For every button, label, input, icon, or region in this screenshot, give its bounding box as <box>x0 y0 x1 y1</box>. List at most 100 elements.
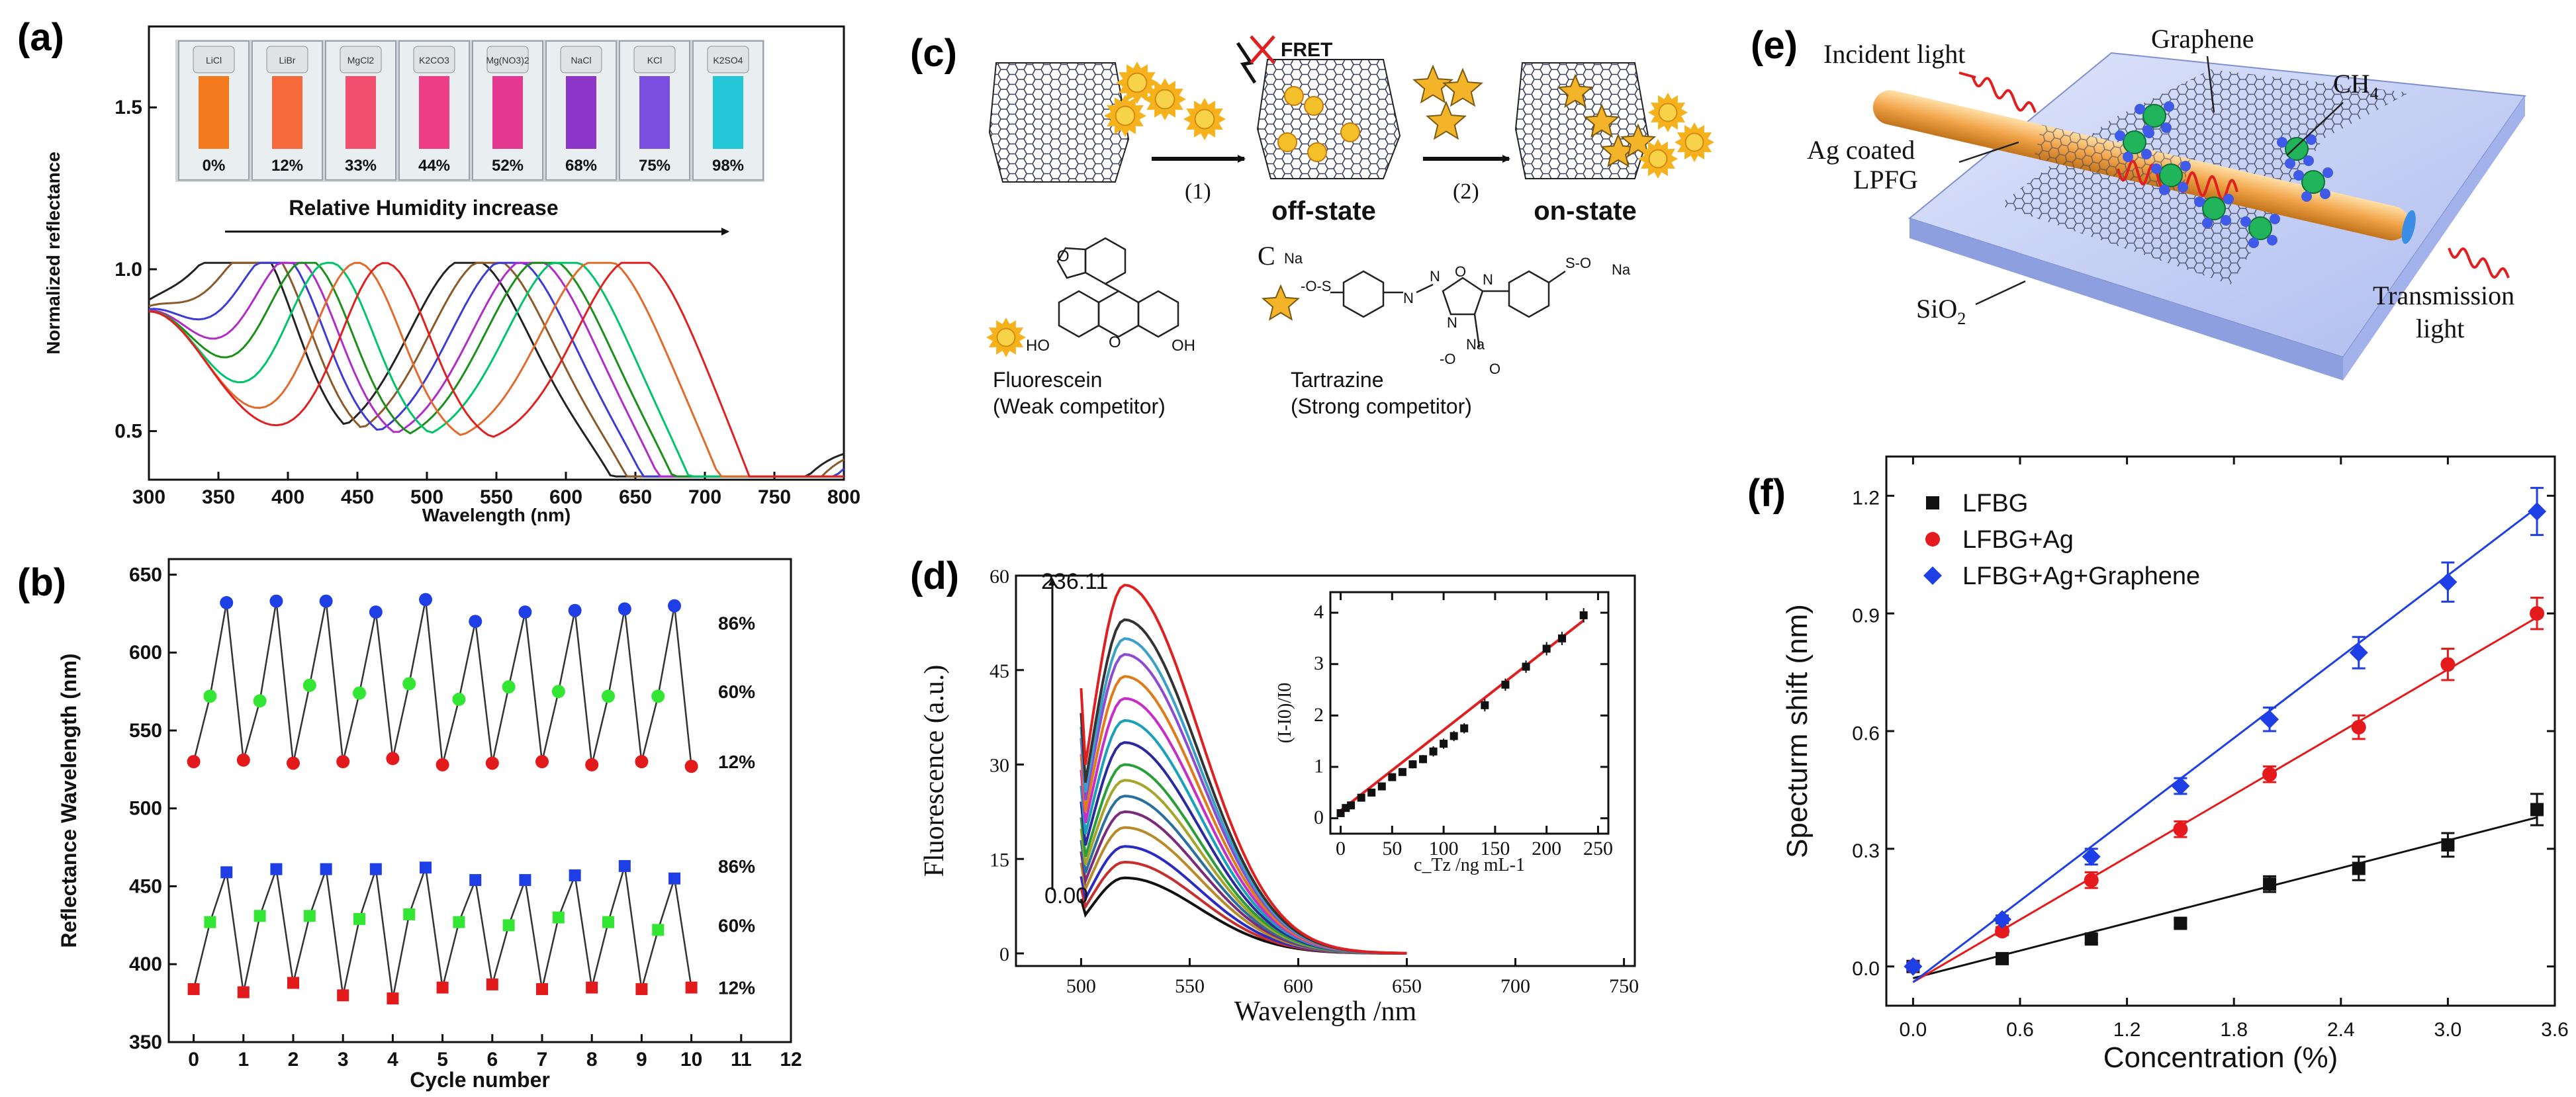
chem-n3: N <box>1483 271 1493 288</box>
vial-salt-tag: MgCl2 <box>347 55 375 66</box>
reflectance-series-52% <box>148 261 844 478</box>
panel-b: (b) 0 1 2 3 4 5 6 7 8 9 10 11 1235040045050055060065… <box>17 558 802 1092</box>
inset-data-point <box>1449 732 1458 740</box>
x-tick-label: 50 <box>1382 838 1402 859</box>
inset-data-point <box>1408 760 1417 769</box>
cycle-point <box>485 756 499 770</box>
cycle-point <box>602 689 616 703</box>
inset-data-point <box>1419 755 1427 764</box>
fret-label: FRET <box>1281 39 1332 61</box>
x-tick-label: 1.8 <box>2220 1019 2248 1041</box>
fluorescein-sun <box>1144 78 1186 120</box>
vial-humidity-label: 68% <box>565 157 597 175</box>
x-tick-label: 0.0 <box>1900 1019 1927 1041</box>
inset-data-point <box>1367 788 1376 797</box>
cycle-point <box>204 916 216 928</box>
x-tick-label: 750 <box>1609 975 1639 997</box>
panel-a-chart: 300 350 400 450 500 550 600 650 700 750 800 0.5 1.0 1… <box>43 25 860 525</box>
cycle-point <box>436 981 449 994</box>
chem-oh: OH <box>1172 337 1195 355</box>
chem-so3b: S-O <box>1565 255 1591 271</box>
ch4-hydrogen-atom <box>2277 137 2287 148</box>
cycle-point <box>237 986 250 998</box>
cycle-point <box>685 981 698 994</box>
cycle-point <box>569 869 581 882</box>
cycle-line-upper-cycle <box>193 599 692 767</box>
chem-o1: O <box>1057 247 1070 265</box>
cycle-line-lower-cycle <box>193 865 692 999</box>
y-tick-label: 3 <box>1314 652 1324 674</box>
x-tick-label: 700 <box>688 486 721 508</box>
panel-d-inset-chart: 0 50 100 150 200 250 0 1 2 3 4 c_Tz /ng mL-1 (I-I0)/… <box>1275 591 1613 875</box>
sun-core <box>996 328 1016 347</box>
transmission-light-wave <box>2448 247 2510 279</box>
y-tick-label: 400 <box>129 953 162 975</box>
sio2-label: SiO2 <box>1916 294 1966 328</box>
panel-b-chart: 0 1 2 3 4 5 6 7 8 9 10 11 12350400450500550600650Cyc… <box>57 558 802 1092</box>
graphene-pointer <box>2206 56 2215 113</box>
fluorescein-sun <box>1183 98 1226 140</box>
y-tick-label: 0.0 <box>1852 958 1880 980</box>
cycle-point <box>387 992 399 1005</box>
x-tick-label: 500 <box>410 486 443 508</box>
sio2-substrate-side <box>1909 218 2343 380</box>
data-point-LFBG <box>2174 916 2187 930</box>
data-point-LFBG+Ag+Graphene <box>2260 710 2279 729</box>
cycle-point <box>602 916 615 928</box>
y-axis-label: Specturm shift (nm) <box>1781 604 1814 858</box>
x-tick-label: 650 <box>619 486 652 508</box>
panel-a-label: (a) <box>17 16 64 59</box>
cycle-point <box>302 678 316 692</box>
y-tick-label: 0.5 <box>115 420 142 442</box>
cycle-point <box>303 910 316 922</box>
cycle-point <box>287 756 300 770</box>
cycle-point <box>369 605 383 619</box>
panel-e-label: (e) <box>1751 24 1798 67</box>
x-tick-label: 300 <box>132 486 165 508</box>
graphene-oxide-sheet-3 <box>1514 62 1649 179</box>
y-tick-label: 4 <box>1314 601 1324 623</box>
chem-so3a: -O-S <box>1301 278 1331 294</box>
cycle-point <box>568 603 582 617</box>
panel-e: (e) Incident light Graphene CH4 Ag coate… <box>1751 24 2526 380</box>
vial-humidity-label: 98% <box>712 157 744 175</box>
x-tick-label: 650 <box>1392 975 1422 997</box>
vial-salt-tag: LiCl <box>206 55 222 66</box>
chem-o4: O <box>1489 361 1500 377</box>
ch4-hydrogen-atom <box>2270 214 2280 224</box>
vial-cap <box>486 46 529 73</box>
y-tick-label: 0 <box>999 943 1009 965</box>
cycle-point <box>551 685 565 699</box>
inset-data-point <box>1388 773 1397 781</box>
tartrazine-star <box>1426 101 1467 140</box>
humidity-arrow-label: Relative Humidity increase <box>289 196 558 220</box>
x-tick-label: 3.0 <box>2434 1019 2462 1041</box>
ch4-hydrogen-atom <box>2194 197 2205 207</box>
ch4-hydrogen-atom <box>2301 191 2312 202</box>
inset-data-point <box>1357 793 1365 802</box>
cycle-point <box>684 760 698 773</box>
legend-label: LFBG <box>1962 490 2028 517</box>
x-tick-label: 350 <box>202 486 235 508</box>
vial-salt-tag: LiBr <box>279 55 296 66</box>
inset-data-point <box>1347 801 1356 810</box>
x-tick-label: 150 <box>1480 838 1510 859</box>
cycle-point <box>436 758 449 771</box>
panel-c: (c) FRET (1) (2) off-state on-state <box>910 32 1714 418</box>
y-tick-label: 45 <box>989 660 1009 682</box>
graphene-label: Graphene <box>2151 24 2254 54</box>
y-tick-label: 550 <box>129 720 162 742</box>
vial-cap <box>193 46 235 73</box>
tartrazine-legend-icon <box>1261 284 1301 321</box>
fluorescein-molecules <box>986 62 1714 357</box>
y-tick-label: 0.3 <box>1852 840 1880 862</box>
x-tick-label: 11 <box>731 1049 752 1071</box>
photonic-film-44% <box>419 76 449 149</box>
vial-salt-tag: Mg(NO3)2 <box>486 55 529 66</box>
x-tick-label: 0.6 <box>2006 1019 2034 1041</box>
y-tick-label: 0.6 <box>1852 723 1880 744</box>
x-tick-label: 8 <box>586 1049 598 1071</box>
y-tick-label: 1.2 <box>1852 488 1880 509</box>
panel-f-label: (f) <box>1747 472 1786 515</box>
fret-quench-cross-icon-2 <box>1250 35 1275 64</box>
